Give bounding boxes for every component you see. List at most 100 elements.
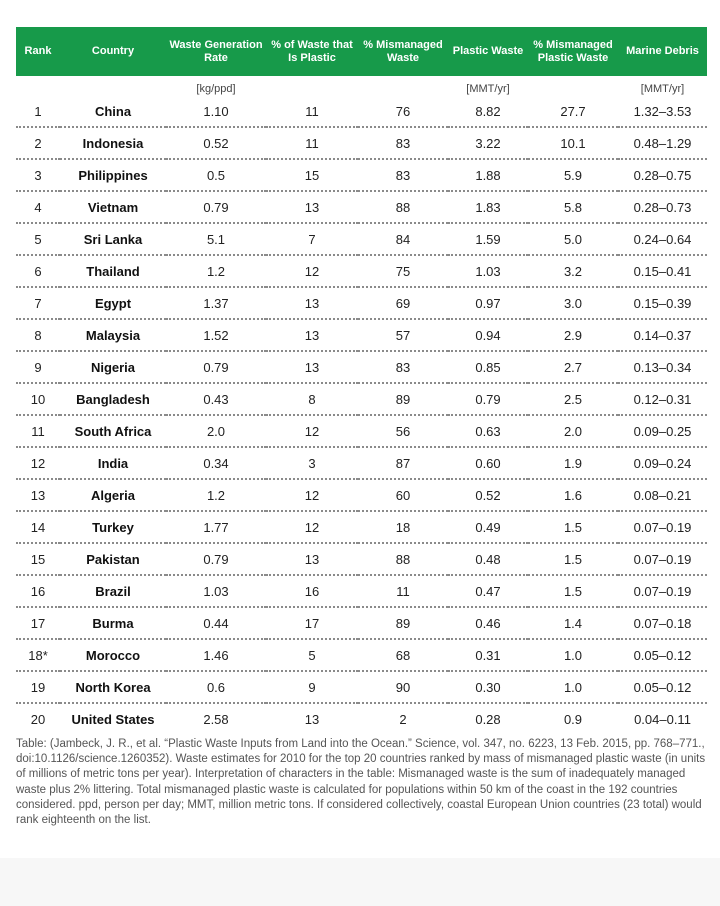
column-header-percent-mismanaged-plastic: % Mismanaged Plastic Waste — [528, 27, 618, 76]
marine-debris-cell: 0.12–0.31 — [618, 383, 707, 416]
percent-mismanaged-cell: 68 — [358, 639, 448, 672]
percent-mismanaged-plastic-cell: 2.5 — [528, 383, 618, 416]
marine-debris-cell: 0.24–0.64 — [618, 223, 707, 256]
percent-mismanaged-plastic-cell: 0.9 — [563, 711, 583, 727]
percent-mismanaged-cell: 89 — [358, 607, 448, 640]
waste-rate-cell: 0.34 — [166, 447, 266, 480]
percent-plastic-cell: 11 — [266, 96, 358, 128]
percent-mismanaged-cell: 88 — [358, 543, 448, 576]
unit-percent-mismanaged — [358, 76, 448, 96]
percent-plastic-cell: 13 — [304, 711, 320, 727]
rank-cell: 7 — [16, 287, 60, 320]
plastic-waste-cell: 0.47 — [448, 575, 528, 608]
table-row: 9 Nigeria 0.79 13 83 0.85 2.7 0.13–0.34 — [16, 351, 707, 384]
percent-mismanaged-plastic-cell: 1.5 — [528, 511, 618, 544]
table-row: 13 Algeria 1.2 12 60 0.52 1.6 0.08–0.21 — [16, 479, 707, 512]
waste-rate-cell: 0.43 — [166, 383, 266, 416]
waste-table-container: Rank Country Waste Generation Rate % of … — [16, 27, 707, 734]
percent-mismanaged-cell: 84 — [358, 223, 448, 256]
unit-rank — [16, 76, 60, 96]
percent-mismanaged-plastic-cell: 3.2 — [528, 255, 618, 288]
percent-mismanaged-cell: 11 — [358, 575, 448, 608]
table-row: 7 Egypt 1.37 13 69 0.97 3.0 0.15–0.39 — [16, 287, 707, 320]
country-cell: South Africa — [60, 415, 166, 448]
table-body: 1 China 1.10 11 76 8.82 27.7 1.32–3.53 2 Indonesi… — [16, 96, 707, 734]
percent-mismanaged-cell: 69 — [358, 287, 448, 320]
country-cell: Indonesia — [60, 127, 166, 160]
unit-country — [60, 76, 166, 96]
rank-cell: 5 — [16, 223, 60, 256]
country-cell: Bangladesh — [60, 383, 166, 416]
country-cell: Egypt — [60, 287, 166, 320]
plastic-waste-cell: 0.31 — [448, 639, 528, 672]
marine-debris-cell: 0.15–0.39 — [618, 287, 707, 320]
marine-debris-cell: 0.04–0.11 — [634, 711, 691, 727]
percent-plastic-cell: 3 — [266, 447, 358, 480]
plastic-waste-cell: 0.28 — [475, 711, 501, 727]
rank-cell: 6 — [16, 255, 60, 288]
percent-plastic-cell: 8 — [266, 383, 358, 416]
marine-debris-cell: 0.28–0.75 — [618, 159, 707, 192]
marine-debris-cell: 0.07–0.19 — [618, 575, 707, 608]
percent-mismanaged-plastic-cell: 2.9 — [528, 319, 618, 352]
waste-rate-cell: 1.77 — [166, 511, 266, 544]
country-cell: Algeria — [60, 479, 166, 512]
table-row: 4 Vietnam 0.79 13 88 1.83 5.8 0.28–0.73 — [16, 191, 707, 224]
percent-mismanaged-cell: 90 — [358, 671, 448, 704]
table-row: 15 Pakistan 0.79 13 88 0.48 1.5 0.07–0.19 — [16, 543, 707, 576]
column-header-percent-mismanaged: % Mismanaged Waste — [358, 27, 448, 76]
percent-mismanaged-plastic-cell: 27.7 — [528, 96, 618, 128]
percent-plastic-cell: 9 — [266, 671, 358, 704]
waste-rate-cell: 1.2 — [166, 255, 266, 288]
rank-cell: 19 — [16, 671, 60, 704]
table-header-row: Rank Country Waste Generation Rate % of … — [16, 27, 707, 76]
percent-plastic-cell: 12 — [266, 255, 358, 288]
country-cell: North Korea — [60, 671, 166, 704]
rank-cell: 4 — [16, 191, 60, 224]
table-footnote: Table: (Jambeck, J. R., et al. “Plastic … — [16, 738, 706, 827]
country-cell: China — [60, 96, 166, 128]
country-cell: Vietnam — [60, 191, 166, 224]
country-cell: Pakistan — [60, 543, 166, 576]
percent-plastic-cell: 11 — [266, 127, 358, 160]
percent-mismanaged-cell: 75 — [358, 255, 448, 288]
country-cell: Sri Lanka — [60, 223, 166, 256]
plastic-waste-cell: 0.48 — [448, 543, 528, 576]
country-cell: Burma — [60, 607, 166, 640]
marine-debris-cell: 0.07–0.19 — [618, 511, 707, 544]
marine-debris-cell: 1.32–3.53 — [618, 96, 707, 128]
table-row: 1 China 1.10 11 76 8.82 27.7 1.32–3.53 — [16, 96, 707, 128]
country-cell: Malaysia — [60, 319, 166, 352]
marine-debris-cell: 0.13–0.34 — [618, 351, 707, 384]
percent-plastic-cell: 17 — [266, 607, 358, 640]
plastic-waste-cell: 0.63 — [448, 415, 528, 448]
table-row: 6 Thailand 1.2 12 75 1.03 3.2 0.15–0.41 — [16, 255, 707, 288]
plastic-waste-cell: 0.79 — [448, 383, 528, 416]
percent-plastic-cell: 12 — [266, 415, 358, 448]
plastic-waste-cell: 0.85 — [448, 351, 528, 384]
waste-rate-cell: 0.79 — [166, 543, 266, 576]
unit-marine-debris: [MMT/yr] — [640, 83, 685, 95]
percent-mismanaged-plastic-cell: 1.0 — [528, 639, 618, 672]
waste-rate-cell: 1.46 — [166, 639, 266, 672]
country-cell: Turkey — [60, 511, 166, 544]
table-row: 19 North Korea 0.6 9 90 0.30 1.0 0.05–0.12 — [16, 671, 707, 704]
percent-plastic-cell: 5 — [266, 639, 358, 672]
percent-mismanaged-cell: 83 — [358, 159, 448, 192]
waste-rate-cell: 0.6 — [166, 671, 266, 704]
rank-cell: 14 — [16, 511, 60, 544]
plastic-waste-cell: 0.97 — [448, 287, 528, 320]
rank-cell: 11 — [16, 415, 60, 448]
percent-mismanaged-plastic-cell: 1.5 — [528, 543, 618, 576]
waste-rate-cell: 2.58 — [203, 711, 229, 727]
percent-mismanaged-plastic-cell: 2.0 — [528, 415, 618, 448]
table-row: 20 United States 2.58 13 2 0.28 0.9 0.04–0.11 — [16, 703, 707, 734]
table-row: 16 Brazil 1.03 16 11 0.47 1.5 0.07–0.19 — [16, 575, 707, 608]
percent-mismanaged-cell: 57 — [358, 319, 448, 352]
percent-plastic-cell: 12 — [266, 511, 358, 544]
table-row: 11 South Africa 2.0 12 56 0.63 2.0 0.09–0.25 — [16, 415, 707, 448]
country-cell: United States — [71, 711, 155, 727]
table-row: 18* Morocco 1.46 5 68 0.31 1.0 0.05–0.12 — [16, 639, 707, 672]
waste-rate-cell: 0.44 — [166, 607, 266, 640]
plastic-waste-cell: 0.30 — [448, 671, 528, 704]
